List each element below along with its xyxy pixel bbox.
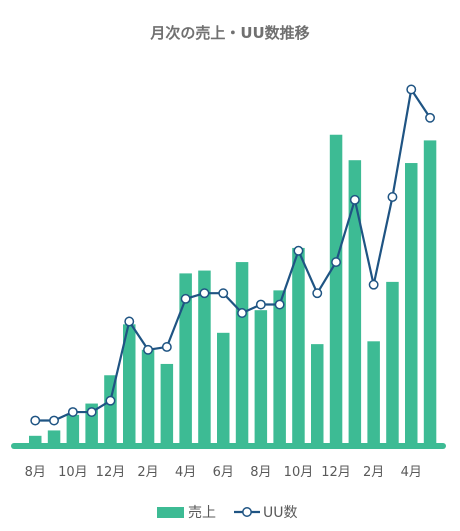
uu-point-21 <box>406 84 417 95</box>
uu-point-1 <box>30 415 41 426</box>
bar-5 <box>104 375 117 446</box>
uu-point-19 <box>368 279 379 290</box>
bar-17 <box>329 134 343 447</box>
bar-9 <box>179 273 192 446</box>
bar-2 <box>47 430 61 446</box>
uu-line <box>35 88 431 422</box>
legend-label-sales: 売上 <box>188 505 216 521</box>
uu-point-7 <box>143 344 154 355</box>
legend-line-marker <box>242 507 252 517</box>
line-layer <box>30 84 435 426</box>
x-tick-label: 10月 <box>58 465 88 480</box>
bar-3 <box>66 414 80 446</box>
bar-6 <box>123 324 136 446</box>
x-tick-label: 8月 <box>25 465 46 480</box>
uu-point-11 <box>218 288 229 299</box>
uu-point-2 <box>49 415 59 426</box>
uu-point-10 <box>199 288 210 299</box>
x-tick-label: 4月 <box>401 465 422 480</box>
x-tick-label: 2月 <box>363 465 384 480</box>
bar-1 <box>29 435 42 446</box>
uu-point-16 <box>312 288 323 299</box>
x-tick-label: 12月 <box>321 465 351 480</box>
legend-label-uu: UU数 <box>263 505 298 521</box>
legend-bar-swatch <box>157 507 184 518</box>
x-tick-label: 12月 <box>96 465 126 480</box>
uu-point-17 <box>331 257 341 268</box>
chart-title: 月次の売上・UU数推移 <box>150 24 310 42</box>
bar-14 <box>273 290 286 446</box>
uu-point-20 <box>387 192 398 202</box>
bar-20 <box>386 281 399 446</box>
x-tick-label: 4月 <box>175 465 196 480</box>
bar-10 <box>198 270 211 446</box>
bar-18 <box>348 160 362 447</box>
bar-12 <box>235 262 249 446</box>
x-tick-label: 10月 <box>284 465 314 480</box>
x-tick-label: 8月 <box>250 465 271 480</box>
uu-point-15 <box>293 245 304 256</box>
uu-point-22 <box>425 112 435 123</box>
uu-point-14 <box>274 299 285 310</box>
legend: 売上 UU数 <box>157 505 298 521</box>
uu-point-18 <box>349 194 360 205</box>
x-tick-labels: 8月 10月 12月 2月 4月 6月 8月 10月 12月 2月 4月 <box>25 465 422 480</box>
bars-layer <box>29 134 437 447</box>
bar-15 <box>292 247 305 446</box>
uu-point-6 <box>124 316 135 327</box>
bar-8 <box>160 363 174 446</box>
bar-11 <box>217 332 230 446</box>
uu-point-4 <box>86 407 97 417</box>
uu-point-3 <box>67 407 78 417</box>
uu-point-5 <box>105 395 116 406</box>
uu-point-9 <box>180 293 191 304</box>
bar-19 <box>367 341 380 446</box>
bar-16 <box>311 344 324 446</box>
x-tick-label: 6月 <box>213 465 234 480</box>
uu-point-8 <box>161 342 172 352</box>
bar-22 <box>423 140 437 446</box>
x-tick-label: 2月 <box>137 465 158 480</box>
uu-point-13 <box>255 299 266 310</box>
uu-point-12 <box>237 308 248 318</box>
bar-21 <box>405 163 418 446</box>
bar-13 <box>254 310 268 446</box>
bar-7 <box>141 349 155 446</box>
